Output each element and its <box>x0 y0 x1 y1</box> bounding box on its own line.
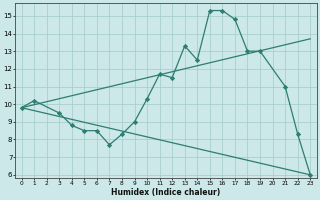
X-axis label: Humidex (Indice chaleur): Humidex (Indice chaleur) <box>111 188 220 197</box>
